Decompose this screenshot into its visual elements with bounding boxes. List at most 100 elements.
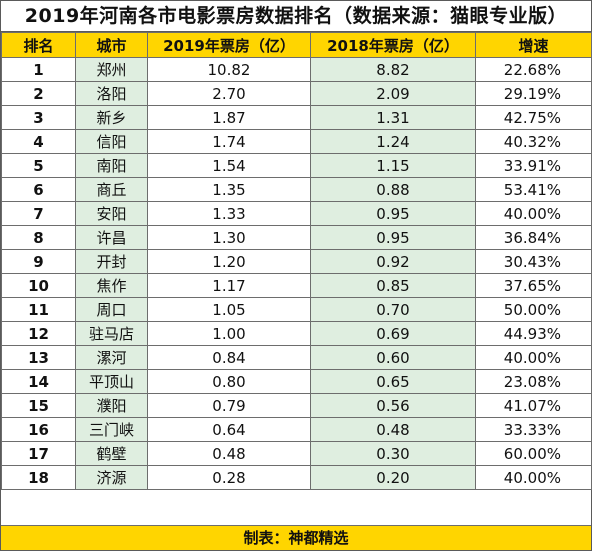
- city-cell: 三门峡: [75, 417, 148, 442]
- table-row: 2 洛阳 2.70 2.09 29.19%: [1, 81, 592, 106]
- growth-cell: 33.91%: [475, 153, 592, 178]
- city-cell: 平顶山: [75, 369, 148, 394]
- rank-cell: 11: [1, 297, 76, 322]
- box-office-2019-cell: 1.35: [147, 177, 311, 202]
- box-office-2018-cell: 0.65: [310, 369, 476, 394]
- box-office-2019-cell: 2.70: [147, 81, 311, 106]
- box-office-2018-cell: 8.82: [310, 57, 476, 82]
- growth-cell: 42.75%: [475, 105, 592, 130]
- growth-cell: 30.43%: [475, 249, 592, 274]
- city-cell: 安阳: [75, 201, 148, 226]
- box-office-2018-cell: 2.09: [310, 81, 476, 106]
- table-row: 6 商丘 1.35 0.88 53.41%: [1, 177, 592, 202]
- table-row: 1 郑州 10.82 8.82 22.68%: [1, 57, 592, 82]
- table-footer: 制表：神都精选: [1, 525, 591, 550]
- table-row: 14 平顶山 0.80 0.65 23.08%: [1, 369, 592, 394]
- table-row: 18 济源 0.28 0.20 40.00%: [1, 465, 592, 490]
- box-office-2018-cell: 0.88: [310, 177, 476, 202]
- box-office-2018-cell: 0.56: [310, 393, 476, 418]
- box-office-2019-cell: 10.82: [147, 57, 311, 82]
- growth-cell: 40.00%: [475, 465, 592, 490]
- city-cell: 新乡: [75, 105, 148, 130]
- box-office-2019-cell: 1.87: [147, 105, 311, 130]
- growth-cell: 60.00%: [475, 441, 592, 466]
- box-office-2018-cell: 0.70: [310, 297, 476, 322]
- box-office-2018-cell: 0.30: [310, 441, 476, 466]
- rank-cell: 2: [1, 81, 76, 106]
- box-office-2019-cell: 0.48: [147, 441, 311, 466]
- box-office-2019-cell: 0.80: [147, 369, 311, 394]
- city-cell: 郑州: [75, 57, 148, 82]
- rank-cell: 17: [1, 441, 76, 466]
- box-office-2018-cell: 0.20: [310, 465, 476, 490]
- rank-cell: 3: [1, 105, 76, 130]
- city-cell: 漯河: [75, 345, 148, 370]
- table-row: 3 新乡 1.87 1.31 42.75%: [1, 105, 592, 130]
- table-row: 11 周口 1.05 0.70 50.00%: [1, 297, 592, 322]
- rank-cell: 6: [1, 177, 76, 202]
- city-cell: 周口: [75, 297, 148, 322]
- box-office-2018-cell: 0.92: [310, 249, 476, 274]
- table-row: 7 安阳 1.33 0.95 40.00%: [1, 201, 592, 226]
- rank-cell: 15: [1, 393, 76, 418]
- page-title: 2019年河南各市电影票房数据排名（数据来源：猫眼专业版）: [1, 1, 591, 32]
- city-cell: 鹤壁: [75, 441, 148, 466]
- table-row: 12 驻马店 1.00 0.69 44.93%: [1, 321, 592, 346]
- box-office-2018-cell: 1.24: [310, 129, 476, 154]
- rank-cell: 4: [1, 129, 76, 154]
- box-office-2019-cell: 1.00: [147, 321, 311, 346]
- header-box-office-2018: 2018年票房（亿）: [310, 32, 476, 58]
- growth-cell: 37.65%: [475, 273, 592, 298]
- box-office-2018-cell: 0.95: [310, 201, 476, 226]
- box-office-2018-cell: 1.15: [310, 153, 476, 178]
- table-row: 4 信阳 1.74 1.24 40.32%: [1, 129, 592, 154]
- rank-cell: 13: [1, 345, 76, 370]
- table-row: 5 南阳 1.54 1.15 33.91%: [1, 153, 592, 178]
- table-row: 16 三门峡 0.64 0.48 33.33%: [1, 417, 592, 442]
- box-office-2019-cell: 0.84: [147, 345, 311, 370]
- city-cell: 商丘: [75, 177, 148, 202]
- growth-cell: 22.68%: [475, 57, 592, 82]
- growth-cell: 36.84%: [475, 225, 592, 250]
- rank-cell: 12: [1, 321, 76, 346]
- table-body: 1 郑州 10.82 8.82 22.68% 2 洛阳 2.70 2.09 29.19% 3 新乡 1.…: [1, 57, 592, 490]
- box-office-2019-cell: 1.05: [147, 297, 311, 322]
- growth-cell: 40.00%: [475, 345, 592, 370]
- growth-cell: 44.93%: [475, 321, 592, 346]
- rank-cell: 9: [1, 249, 76, 274]
- box-office-2019-cell: 1.54: [147, 153, 311, 178]
- table-row: 13 漯河 0.84 0.60 40.00%: [1, 345, 592, 370]
- header-city: 城市: [75, 32, 148, 58]
- table-header-row: 排名 城市 2019年票房（亿） 2018年票房（亿） 增速: [1, 32, 592, 58]
- box-office-2018-cell: 0.60: [310, 345, 476, 370]
- growth-cell: 50.00%: [475, 297, 592, 322]
- table-row: 17 鹤壁 0.48 0.30 60.00%: [1, 441, 592, 466]
- rank-cell: 7: [1, 201, 76, 226]
- box-office-table: 排名 城市 2019年票房（亿） 2018年票房（亿） 增速 1 郑州 10.82 8…: [1, 32, 592, 490]
- footer-credit: 制表：神都精选: [243, 529, 349, 547]
- box-office-2019-cell: 1.17: [147, 273, 311, 298]
- growth-cell: 29.19%: [475, 81, 592, 106]
- table-row: 9 开封 1.20 0.92 30.43%: [1, 249, 592, 274]
- box-office-2019-cell: 0.79: [147, 393, 311, 418]
- box-office-2018-cell: 0.69: [310, 321, 476, 346]
- city-cell: 济源: [75, 465, 148, 490]
- box-office-2019-cell: 1.74: [147, 129, 311, 154]
- rank-cell: 14: [1, 369, 76, 394]
- table-row: 15 濮阳 0.79 0.56 41.07%: [1, 393, 592, 418]
- rank-cell: 5: [1, 153, 76, 178]
- city-cell: 洛阳: [75, 81, 148, 106]
- growth-cell: 41.07%: [475, 393, 592, 418]
- rank-cell: 1: [1, 57, 76, 82]
- city-cell: 信阳: [75, 129, 148, 154]
- city-cell: 南阳: [75, 153, 148, 178]
- growth-cell: 40.32%: [475, 129, 592, 154]
- box-office-2019-cell: 1.30: [147, 225, 311, 250]
- growth-cell: 33.33%: [475, 417, 592, 442]
- rank-cell: 8: [1, 225, 76, 250]
- city-cell: 许昌: [75, 225, 148, 250]
- box-office-2018-cell: 1.31: [310, 105, 476, 130]
- header-rank: 排名: [1, 32, 76, 58]
- box-office-2018-cell: 0.48: [310, 417, 476, 442]
